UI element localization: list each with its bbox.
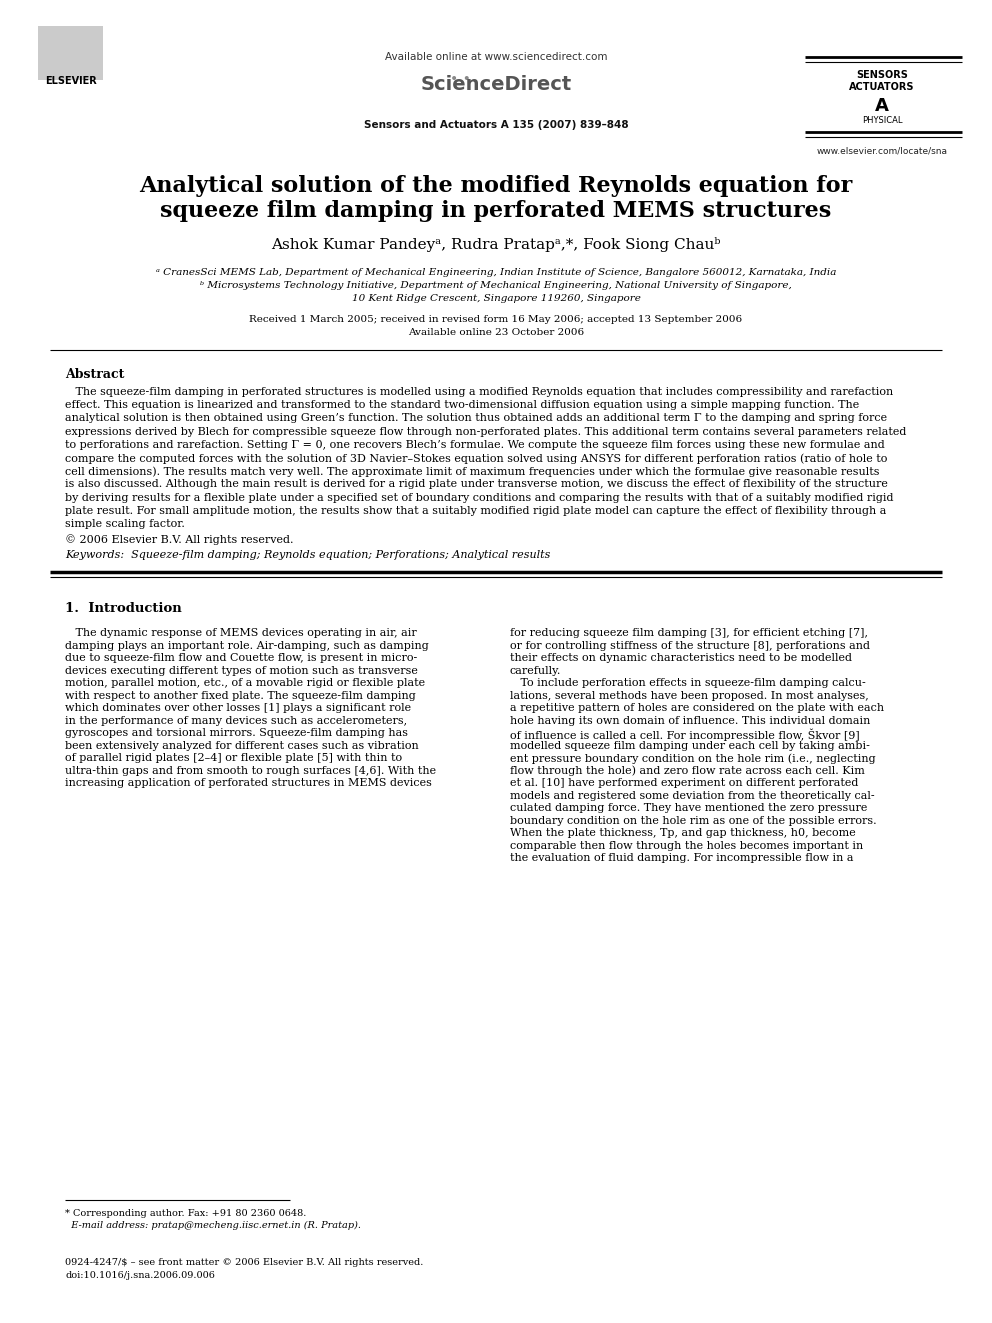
Text: squeeze film damping in perforated MEMS structures: squeeze film damping in perforated MEMS … [161,200,831,222]
Text: ultra-thin gaps and from smooth to rough surfaces [4,6]. With the: ultra-thin gaps and from smooth to rough… [65,766,436,775]
Text: Analytical solution of the modified Reynolds equation for: Analytical solution of the modified Reyn… [139,175,853,197]
Text: 10 Kent Ridge Crescent, Singapore 119260, Singapore: 10 Kent Ridge Crescent, Singapore 119260… [351,294,641,303]
Text: ent pressure boundary condition on the hole rim (i.e., neglecting: ent pressure boundary condition on the h… [510,753,876,763]
Text: www.elsevier.com/locate/sna: www.elsevier.com/locate/sna [816,147,947,156]
Text: which dominates over other losses [1] plays a significant role: which dominates over other losses [1] pl… [65,704,411,713]
Text: plate result. For small amplitude motion, the results show that a suitably modif: plate result. For small amplitude motion… [65,505,887,516]
Text: flow through the hole) and zero flow rate across each cell. Kim: flow through the hole) and zero flow rat… [510,766,865,777]
Text: in the performance of many devices such as accelerometers,: in the performance of many devices such … [65,716,407,726]
Bar [39,26,103,79]
Text: of influence is called a cell. For incompressible flow, Škvor [9]: of influence is called a cell. For incom… [510,728,860,741]
Text: expressions derived by Blech for compressible squeeze flow through non-perforate: expressions derived by Blech for compres… [65,426,907,437]
Text: A: A [875,97,889,115]
Text: increasing application of perforated structures in MEMS devices: increasing application of perforated str… [65,778,432,789]
Text: simple scaling factor.: simple scaling factor. [65,519,185,529]
Text: models and registered some deviation from the theoretically cal-: models and registered some deviation fro… [510,791,875,800]
Text: Sensors and Actuators A 135 (2007) 839–848: Sensors and Actuators A 135 (2007) 839–8… [364,120,628,130]
Text: hole having its own domain of influence. This individual domain: hole having its own domain of influence.… [510,716,870,726]
Text: or for controlling stiffness of the structure [8], perforations and: or for controlling stiffness of the stru… [510,640,870,651]
Text: devices executing different types of motion such as transverse: devices executing different types of mot… [65,665,418,676]
Text: ELSEVIER: ELSEVIER [45,77,96,86]
Text: Available online 23 October 2006: Available online 23 October 2006 [408,328,584,337]
Text: damping plays an important role. Air-damping, such as damping: damping plays an important role. Air-dam… [65,640,429,651]
Text: been extensively analyzed for different cases such as vibration: been extensively analyzed for different … [65,741,419,750]
Text: carefully.: carefully. [510,665,561,676]
Text: is also discussed. Although the main result is derived for a rigid plate under t: is also discussed. Although the main res… [65,479,888,490]
Text: PHYSICAL: PHYSICAL [862,116,903,124]
Text: Available online at www.sciencedirect.com: Available online at www.sciencedirect.co… [385,52,607,62]
Text: Keywords:  Squeeze-film damping; Reynolds equation; Perforations; Analytical res: Keywords: Squeeze-film damping; Reynolds… [65,550,551,560]
Text: for reducing squeeze film damping [3], for efficient etching [7],: for reducing squeeze film damping [3], f… [510,628,868,638]
Text: doi:10.1016/j.sna.2006.09.006: doi:10.1016/j.sna.2006.09.006 [65,1271,215,1279]
Text: compare the computed forces with the solution of 3D Navier–Stokes equation solve: compare the computed forces with the sol… [65,452,888,463]
Text: SENSORS: SENSORS [856,70,908,79]
Text: of parallel rigid plates [2–4] or flexible plate [5] with thin to: of parallel rigid plates [2–4] or flexib… [65,753,402,763]
Text: motion, parallel motion, etc., of a movable rigid or flexible plate: motion, parallel motion, etc., of a mova… [65,679,426,688]
Text: The dynamic response of MEMS devices operating in air, air: The dynamic response of MEMS devices ope… [65,628,417,638]
Text: ScienceDirect: ScienceDirect [421,75,571,94]
Text: to perforations and rarefaction. Setting Γ = 0, one recovers Blech’s formulae. W: to perforations and rarefaction. Setting… [65,439,885,450]
Text: ᵃ CranesSci MEMS Lab, Department of Mechanical Engineering, Indian Institute of : ᵃ CranesSci MEMS Lab, Department of Mech… [156,269,836,277]
Text: a repetitive pattern of holes are considered on the plate with each: a repetitive pattern of holes are consid… [510,704,884,713]
Text: 0924-4247/$ – see front matter © 2006 Elsevier B.V. All rights reserved.: 0924-4247/$ – see front matter © 2006 El… [65,1258,424,1267]
Text: • •: • • [449,71,470,86]
Text: by deriving results for a flexible plate under a specified set of boundary condi: by deriving results for a flexible plate… [65,492,894,503]
Text: © 2006 Elsevier B.V. All rights reserved.: © 2006 Elsevier B.V. All rights reserved… [65,534,294,545]
Text: cell dimensions). The results match very well. The approximate limit of maximum : cell dimensions). The results match very… [65,466,880,476]
Text: with respect to another fixed plate. The squeeze-film damping: with respect to another fixed plate. The… [65,691,416,701]
Text: their effects on dynamic characteristics need to be modelled: their effects on dynamic characteristics… [510,654,852,663]
Text: the evaluation of fluid damping. For incompressible flow in a: the evaluation of fluid damping. For inc… [510,853,853,863]
Text: * Corresponding author. Fax: +91 80 2360 0648.: * Corresponding author. Fax: +91 80 2360… [65,1209,307,1218]
Text: due to squeeze-film flow and Couette flow, is present in micro-: due to squeeze-film flow and Couette flo… [65,654,418,663]
Text: E-mail address: pratap@mecheng.iisc.ernet.in (R. Pratap).: E-mail address: pratap@mecheng.iisc.erne… [65,1221,361,1230]
Text: 1.  Introduction: 1. Introduction [65,602,182,615]
Text: culated damping force. They have mentioned the zero pressure: culated damping force. They have mention… [510,803,867,814]
Text: To include perforation effects in squeeze-film damping calcu-: To include perforation effects in squeez… [510,679,866,688]
Text: When the plate thickness, Tp, and gap thickness, h0, become: When the plate thickness, Tp, and gap th… [510,828,856,839]
Text: modelled squeeze film damping under each cell by taking ambi-: modelled squeeze film damping under each… [510,741,870,750]
Text: ACTUATORS: ACTUATORS [849,82,915,93]
Text: Abstract: Abstract [65,368,124,381]
Text: Ashok Kumar Pandeyᵃ, Rudra Pratapᵃ,*, Fook Siong Chauᵇ: Ashok Kumar Pandeyᵃ, Rudra Pratapᵃ,*, Fo… [271,237,721,251]
Text: et al. [10] have performed experiment on different perforated: et al. [10] have performed experiment on… [510,778,858,789]
Text: boundary condition on the hole rim as one of the possible errors.: boundary condition on the hole rim as on… [510,816,877,826]
Text: effect. This equation is linearized and transformed to the standard two-dimensio: effect. This equation is linearized and … [65,400,859,410]
Text: lations, several methods have been proposed. In most analyses,: lations, several methods have been propo… [510,691,869,701]
Text: gyroscopes and torsional mirrors. Squeeze-film damping has: gyroscopes and torsional mirrors. Squeez… [65,728,408,738]
Text: comparable then flow through the holes becomes important in: comparable then flow through the holes b… [510,840,863,851]
Text: ᵇ Microsystems Technology Initiative, Department of Mechanical Engineering, Nati: ᵇ Microsystems Technology Initiative, De… [200,280,792,290]
Text: The squeeze-film damping in perforated structures is modelled using a modified R: The squeeze-film damping in perforated s… [65,388,893,397]
Text: Received 1 March 2005; received in revised form 16 May 2006; accepted 13 Septemb: Received 1 March 2005; received in revis… [249,315,743,324]
Text: analytical solution is then obtained using Green’s function. The solution thus o: analytical solution is then obtained usi… [65,413,887,423]
